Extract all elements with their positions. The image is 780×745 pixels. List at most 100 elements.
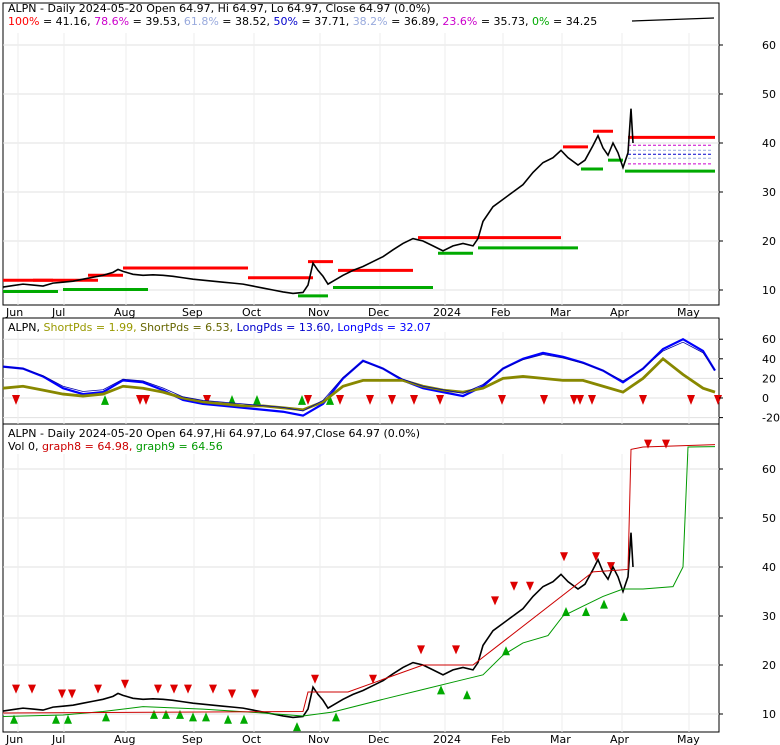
- y-tick-label: 60: [762, 39, 776, 52]
- fib-label-0: 0%: [532, 15, 549, 28]
- signal-buy-arrow: [52, 714, 60, 724]
- legend-ticker: ALPN: [8, 321, 37, 334]
- x-tick-label: Jun: [5, 306, 23, 319]
- y-tick-label: 60: [762, 463, 776, 476]
- y-tick-label: 40: [762, 561, 776, 574]
- x-tick-label: Oct: [242, 306, 262, 319]
- signal-buy-arrow: [582, 607, 590, 616]
- signal-buy-arrow: [437, 685, 445, 695]
- fib-label-382: 38.2%: [353, 15, 388, 28]
- legend-shortpds-1: ShortPds = 1.99,: [44, 321, 137, 334]
- fib-value-382: 36.89: [404, 15, 436, 28]
- signal-buy-arrow: [600, 599, 608, 609]
- sell-arrow: [498, 395, 506, 405]
- legend-volume: Vol 0: [8, 440, 35, 453]
- signal-sell-arrow: [607, 562, 615, 572]
- signal-sell-arrow: [417, 645, 425, 655]
- signal-sell-arrow: [68, 689, 76, 699]
- signal-buy-arrow: [102, 712, 110, 722]
- legend-graph9: graph9 = 64.56: [136, 440, 223, 453]
- sell-arrow: [639, 395, 647, 405]
- sell-arrow: [436, 395, 444, 405]
- sell-arrow: [410, 395, 418, 405]
- legend-shortpds-2: ShortPds = 6.53,: [140, 321, 233, 334]
- x-tick-label: Jul: [51, 733, 65, 745]
- x-tick-label: Apr: [610, 733, 630, 745]
- long-period-line-2: [2, 341, 716, 412]
- x-tick-label: Dec: [368, 306, 389, 319]
- oscillator-legend: ALPN, ShortPds = 1.99, ShortPds = 6.53, …: [8, 321, 431, 334]
- signal-buy-arrow: [332, 712, 340, 722]
- x-tick-label: Mar: [550, 733, 571, 745]
- x-tick-label: Apr: [610, 306, 630, 319]
- trend-line: [631, 17, 715, 22]
- legend-longpds-1: LongPds = 13.60,: [237, 321, 334, 334]
- signal-price-line: [2, 532, 634, 719]
- chart-overlays: [3, 17, 722, 732]
- y-tick-label: 40: [762, 353, 776, 366]
- sell-arrow: [540, 395, 548, 405]
- signal-panel-frame: [2, 423, 720, 733]
- sell-arrow: [142, 395, 150, 405]
- signal-sell-arrow: [12, 684, 20, 694]
- x-tick-label: 2024: [433, 306, 461, 319]
- fib-value-236: 35.73: [494, 15, 526, 28]
- fib-label-236: 23.6%: [442, 15, 477, 28]
- signal-sell-arrow: [184, 684, 192, 694]
- y-tick-label: 60: [762, 333, 776, 346]
- signal-buy-arrow: [463, 690, 471, 700]
- fib-label-786: 78.6%: [94, 15, 129, 28]
- signal-sell-arrow: [228, 689, 236, 699]
- signal-sell-arrow: [154, 684, 162, 694]
- x-tick-label: May: [677, 733, 700, 745]
- fib-levels-line: 100% = 41.16, 78.6% = 39.53, 61.8% = 38.…: [8, 15, 597, 28]
- signal-sell-arrow: [369, 674, 377, 684]
- x-tick-label: Dec: [368, 733, 389, 745]
- signal-sell-arrow: [94, 684, 102, 694]
- oscillator-panel-frame: [2, 317, 720, 425]
- y-tick-label: 20: [762, 372, 776, 385]
- sell-arrow: [388, 395, 396, 405]
- y-tick-label: 50: [762, 88, 776, 101]
- signal-sell-arrow: [452, 645, 460, 655]
- fib-label-50: 50%: [274, 15, 298, 28]
- legend-graph8: graph8 = 64.98,: [42, 440, 132, 453]
- sell-arrow: [336, 395, 344, 405]
- signal-buy-arrow: [293, 722, 301, 732]
- signal-sell-arrow: [644, 439, 652, 449]
- signal-buy-arrow: [176, 709, 184, 719]
- y-tick-label: 20: [762, 235, 776, 248]
- signal-sell-arrow: [311, 674, 319, 684]
- y-tick-label: 10: [762, 708, 776, 721]
- x-tick-label: May: [677, 306, 700, 319]
- x-tick-label: Aug: [114, 306, 135, 319]
- sell-arrow: [570, 395, 578, 405]
- fib-value-50: 37.71: [314, 15, 346, 28]
- signal-buy-arrow: [10, 714, 18, 724]
- x-tick-label: Jun: [5, 733, 23, 745]
- short-period-line: [2, 356, 716, 412]
- signal-sell-arrow: [121, 679, 129, 689]
- signal-buy-arrow: [224, 714, 232, 724]
- sell-arrow: [687, 395, 695, 405]
- y-tick-label: -20: [762, 412, 780, 425]
- signal-sell-arrow: [209, 684, 217, 694]
- x-tick-label: Nov: [308, 733, 330, 745]
- axis-ticks: 10 20 30 40 50 60 -20 0 20 40 60 10 20 30 40 50 60 Jun Jun…: [5, 39, 780, 745]
- fib-label-100: 100%: [8, 15, 39, 28]
- grid-lines: [3, 33, 719, 732]
- buy-arrow: [326, 395, 334, 405]
- fib-value-0: 34.25: [566, 15, 598, 28]
- signal-buy-arrow: [150, 709, 158, 719]
- x-tick-label: Sep: [182, 306, 203, 319]
- y-tick-label: 20: [762, 659, 776, 672]
- x-tick-label: Mar: [550, 306, 571, 319]
- signal-buy-arrow: [189, 712, 197, 722]
- signal-sell-arrow: [170, 684, 178, 694]
- chart-series: [2, 108, 716, 719]
- fib-label-618: 61.8%: [184, 15, 219, 28]
- x-tick-label: Jul: [51, 306, 65, 319]
- x-tick-label: Nov: [308, 306, 330, 319]
- fib-value-100: 41.16: [56, 15, 88, 28]
